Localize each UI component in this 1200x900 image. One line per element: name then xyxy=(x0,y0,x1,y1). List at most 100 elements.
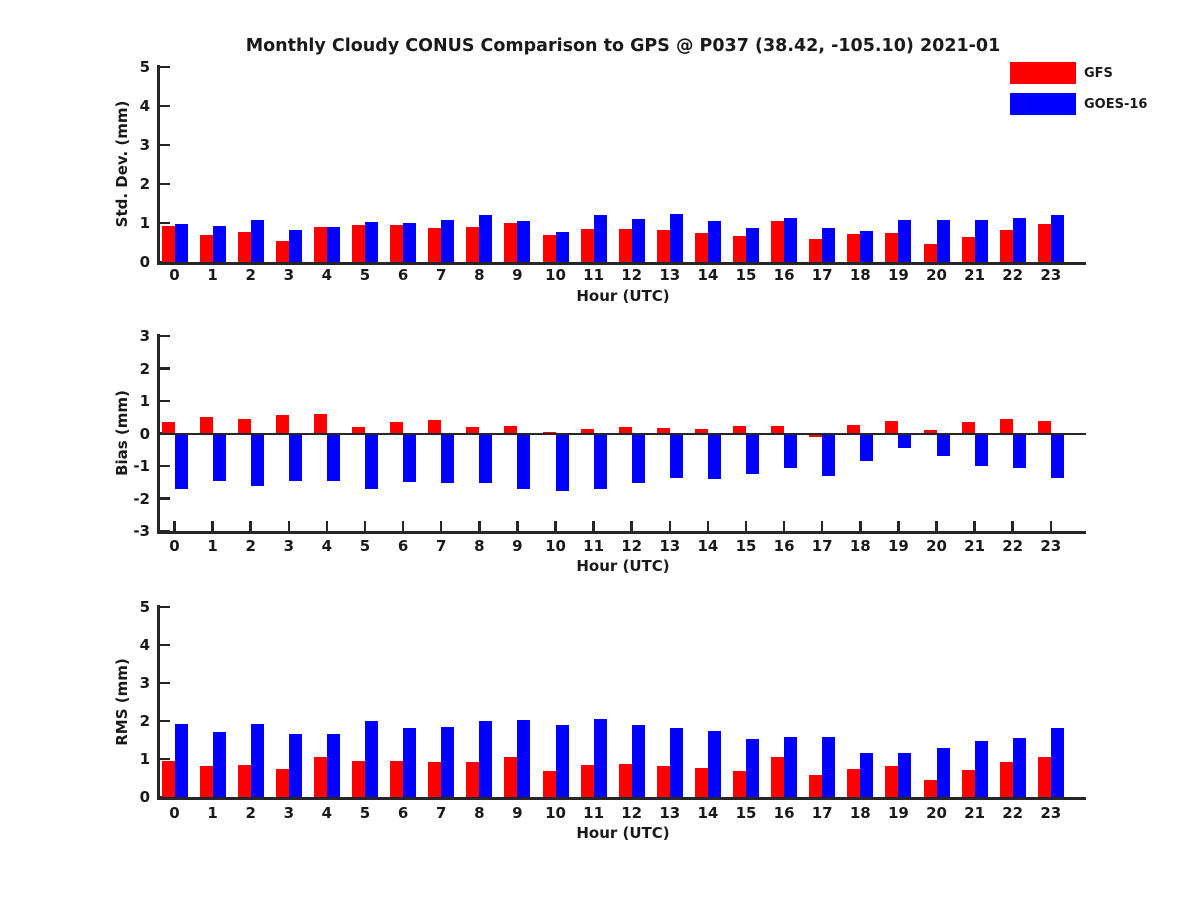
y-tick xyxy=(160,757,170,761)
x-tick-label: 4 xyxy=(321,537,333,555)
gfs-bar xyxy=(580,765,594,797)
x-tick-label: 15 xyxy=(735,537,757,555)
y-tick xyxy=(160,605,170,609)
x-tick-label: 21 xyxy=(964,537,986,555)
goes16-bar xyxy=(517,221,531,262)
x-tick xyxy=(859,521,862,531)
gfs-bar xyxy=(504,426,518,434)
goes16-bar xyxy=(517,719,531,797)
gfs-bar xyxy=(428,762,442,797)
x-tick-label: 14 xyxy=(697,266,719,284)
gfs-bar xyxy=(161,422,175,434)
x-tick-label: 19 xyxy=(887,804,909,822)
gfs-bar xyxy=(237,418,251,434)
x-tick xyxy=(897,521,900,531)
gfs-bar xyxy=(352,224,365,262)
gfs-bar xyxy=(313,414,327,434)
y-tick-label: 3 xyxy=(139,327,150,345)
goes16-bar xyxy=(593,214,607,262)
x-tick-label: 23 xyxy=(1040,537,1062,555)
y-tick-label: 0 xyxy=(139,424,150,443)
gfs-bar xyxy=(809,774,823,797)
x-tick xyxy=(744,521,748,531)
goes16-bar xyxy=(212,433,226,481)
goes16-bar xyxy=(212,225,226,262)
gfs-bar xyxy=(961,422,975,434)
goes16-bar xyxy=(860,230,874,262)
y-tick-label: 2 xyxy=(139,359,150,378)
gfs-bar xyxy=(961,236,975,262)
gfs-bar xyxy=(923,779,937,797)
x-tick xyxy=(973,521,976,531)
y-tick xyxy=(160,719,170,723)
goes16-bar xyxy=(1012,738,1026,797)
goes16-color-swatch xyxy=(1010,93,1076,115)
gfs-bar xyxy=(809,433,823,438)
legend-entry-goes16: GOES-16 xyxy=(1010,93,1147,115)
gfs-bar xyxy=(923,429,937,434)
goes16-bar xyxy=(860,433,874,462)
goes16-bar xyxy=(631,219,645,262)
gfs-bar xyxy=(885,765,899,797)
goes16-bar xyxy=(746,433,759,475)
x-tick xyxy=(249,521,252,531)
gfs-bar xyxy=(1037,421,1051,434)
x-tick-label: 8 xyxy=(474,804,485,822)
y-axis-spine xyxy=(157,65,160,265)
goes16-bar xyxy=(860,753,874,797)
x-tick-label: 4 xyxy=(321,266,333,284)
xaxis-label-panel3: Hour (UTC) xyxy=(576,824,670,842)
x-tick-label: 10 xyxy=(545,804,566,822)
y-tick-label: 2 xyxy=(139,712,150,730)
x-tick-label: 21 xyxy=(964,266,986,284)
x-tick-label: 10 xyxy=(545,537,566,555)
x-tick-label: 5 xyxy=(359,537,371,555)
gfs-bar xyxy=(771,757,785,797)
goes16-bar xyxy=(1012,217,1026,262)
x-tick-label: 9 xyxy=(512,537,523,555)
x-tick-label: 3 xyxy=(283,266,295,284)
gfs-bar xyxy=(580,229,594,262)
goes16-bar xyxy=(174,433,188,489)
goes16-bar xyxy=(936,748,950,797)
goes16-bar xyxy=(441,727,455,797)
y-tick-label: -3 xyxy=(133,522,150,540)
x-tick-label: 1 xyxy=(207,266,218,284)
gfs-bar xyxy=(390,422,404,434)
x-tick-label: 20 xyxy=(926,804,947,822)
goes16-bar xyxy=(669,727,683,797)
x-tick-label: 6 xyxy=(397,537,409,555)
x-tick-label: 8 xyxy=(474,266,485,284)
gfs-bar xyxy=(694,428,708,434)
gfs-bar xyxy=(656,765,670,797)
x-tick-label: 23 xyxy=(1040,266,1062,284)
gfs-bar xyxy=(999,762,1013,797)
x-tick-label: 17 xyxy=(811,804,833,822)
goes16-bar xyxy=(326,733,340,797)
gfs-bar xyxy=(199,235,213,262)
goes16-bar xyxy=(898,433,912,449)
y-tick-label: 2 xyxy=(139,175,150,193)
gfs-bar xyxy=(313,757,327,797)
gfs-bar xyxy=(809,238,823,262)
goes16-bar xyxy=(707,221,721,262)
gfs-bar xyxy=(771,221,785,262)
x-tick xyxy=(668,521,672,531)
x-tick-label: 22 xyxy=(1002,537,1024,555)
rms-axis-label: RMS (mm) xyxy=(113,658,131,746)
x-tick-label: 12 xyxy=(621,804,643,822)
goes16-bar xyxy=(631,433,645,483)
x-tick-label: 0 xyxy=(169,537,180,555)
x-tick-label: 7 xyxy=(435,537,447,555)
gfs-bar xyxy=(999,418,1013,434)
y-tick-label: 5 xyxy=(139,598,150,616)
gfs-bar xyxy=(771,426,785,434)
x-tick-label: 16 xyxy=(773,804,795,822)
x-tick xyxy=(820,521,824,531)
gfs-bar xyxy=(694,768,708,797)
goes16-bar xyxy=(288,433,302,481)
y-tick xyxy=(160,143,170,147)
y-tick xyxy=(160,399,170,403)
goes16-bar xyxy=(250,433,264,487)
